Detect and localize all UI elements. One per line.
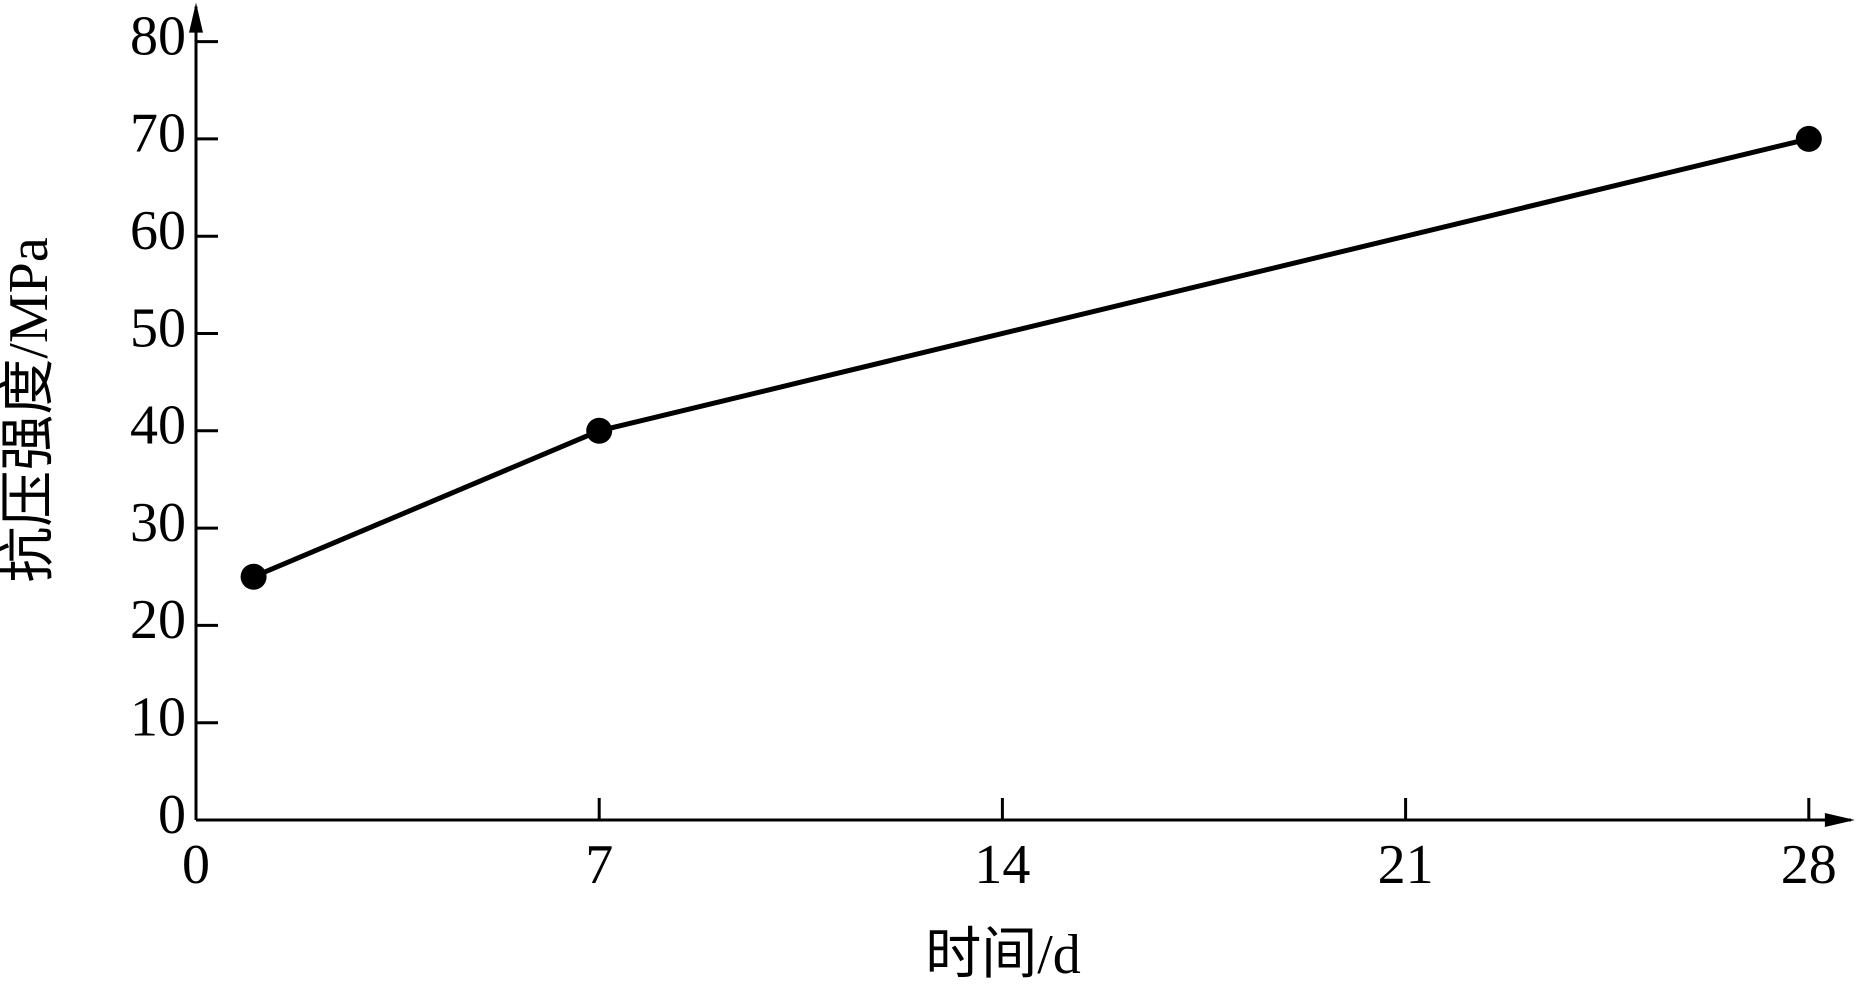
x-tick-label: 21 xyxy=(1378,834,1434,896)
y-axis-label: 抗压强度/MPa xyxy=(0,237,60,582)
y-tick-label: 10 xyxy=(130,687,186,749)
x-axis-label: 时间/d xyxy=(925,924,1081,986)
y-tick-label: 20 xyxy=(130,589,186,651)
x-tick-label: 14 xyxy=(974,834,1030,896)
y-tick-label: 50 xyxy=(130,297,186,359)
y-tick-label: 30 xyxy=(130,492,186,554)
data-point xyxy=(1795,125,1822,152)
data-point xyxy=(586,417,613,444)
x-tick-label: 0 xyxy=(182,834,210,896)
y-tick-label: 40 xyxy=(130,395,186,457)
data-line xyxy=(252,136,1810,580)
data-point xyxy=(240,563,267,590)
y-tick-label: 0 xyxy=(158,784,186,846)
x-tick-label: 28 xyxy=(1781,834,1837,896)
x-axis-arrow xyxy=(1824,813,1855,827)
y-tick-label: 60 xyxy=(130,200,186,262)
x-tick-label: 7 xyxy=(585,834,613,896)
y-tick-label: 70 xyxy=(130,103,186,165)
y-tick-label: 80 xyxy=(130,5,186,67)
y-axis-arrow xyxy=(189,2,203,33)
